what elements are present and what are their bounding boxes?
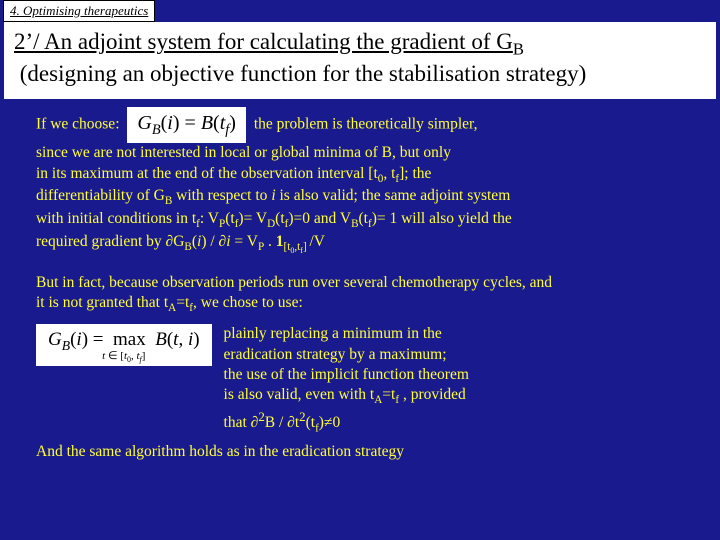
paragraph-3-last: And the same algorithm holds as in the e… xyxy=(0,436,720,466)
title-line1: 2’/ An adjoint system for calculating th… xyxy=(14,29,513,54)
para1-lead: If we choose: xyxy=(36,116,120,133)
breadcrumb: 4. Optimising therapeutics xyxy=(3,0,155,22)
paragraph-2: But in fact, because observation periods… xyxy=(0,265,720,324)
paragraph-3-right: plainly replacing a minimum in the eradi… xyxy=(224,324,720,436)
title-line1-sub: B xyxy=(513,40,524,59)
equation-1: GB(i) = B(tf) xyxy=(127,107,246,143)
title-line2: (designing an objective function for the… xyxy=(20,61,587,86)
equation-row: GB(i) = max B(t, i) t ∈ [t0, tf] plainly… xyxy=(0,324,720,436)
para1-after-eq: the problem is theoretically simpler, xyxy=(254,116,478,133)
equation-2: GB(i) = max B(t, i) t ∈ [t0, tf] xyxy=(36,324,212,366)
paragraph-1: If we choose: GB(i) = B(tf) the problem … xyxy=(0,107,720,265)
slide-title: 2’/ An adjoint system for calculating th… xyxy=(4,22,716,99)
